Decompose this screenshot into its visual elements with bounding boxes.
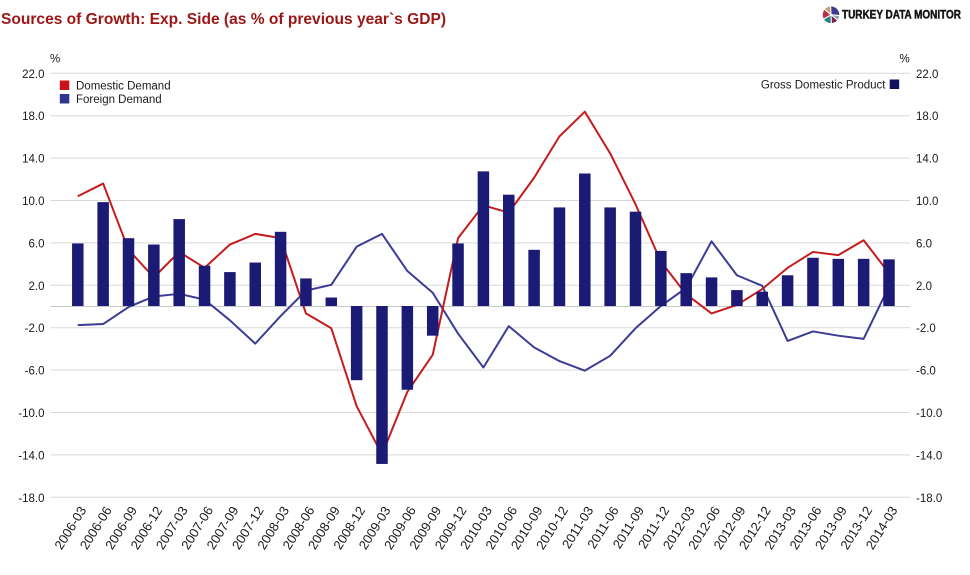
svg-text:-2.0: -2.0 xyxy=(916,323,936,335)
svg-text:2.0: 2.0 xyxy=(29,281,45,293)
svg-text:-10.0: -10.0 xyxy=(916,408,942,420)
svg-text:6.0: 6.0 xyxy=(916,238,932,250)
svg-text:%: % xyxy=(50,54,60,66)
svg-text:18.0: 18.0 xyxy=(22,111,44,123)
svg-text:22.0: 22.0 xyxy=(916,69,938,81)
svg-text:Domestic Demand: Domestic Demand xyxy=(76,81,171,93)
svg-text:Sources of Growth: Exp. Side (: Sources of Growth: Exp. Side (as % of pr… xyxy=(1,11,446,28)
svg-text:14.0: 14.0 xyxy=(916,154,938,166)
svg-text:-10.0: -10.0 xyxy=(18,408,44,420)
svg-text:Foreign Demand: Foreign Demand xyxy=(76,94,162,106)
svg-text:6.0: 6.0 xyxy=(29,238,45,250)
svg-text:-2.0: -2.0 xyxy=(25,323,45,335)
svg-text:TURKEY DATA MONITOR: TURKEY DATA MONITOR xyxy=(842,8,961,22)
svg-text:-14.0: -14.0 xyxy=(916,450,942,462)
svg-text:-6.0: -6.0 xyxy=(916,366,936,378)
svg-text:%: % xyxy=(900,54,910,66)
svg-text:14.0: 14.0 xyxy=(22,154,44,166)
svg-text:18.0: 18.0 xyxy=(916,111,938,123)
svg-text:2.0: 2.0 xyxy=(916,281,932,293)
svg-text:10.0: 10.0 xyxy=(916,196,938,208)
svg-text:22.0: 22.0 xyxy=(22,69,44,81)
svg-text:Gross Domestic Product: Gross Domestic Product xyxy=(761,80,886,92)
svg-text:-14.0: -14.0 xyxy=(18,450,44,462)
svg-text:-18.0: -18.0 xyxy=(916,493,942,505)
svg-text:-6.0: -6.0 xyxy=(25,366,45,378)
svg-text:10.0: 10.0 xyxy=(22,196,44,208)
svg-text:-18.0: -18.0 xyxy=(18,493,44,505)
